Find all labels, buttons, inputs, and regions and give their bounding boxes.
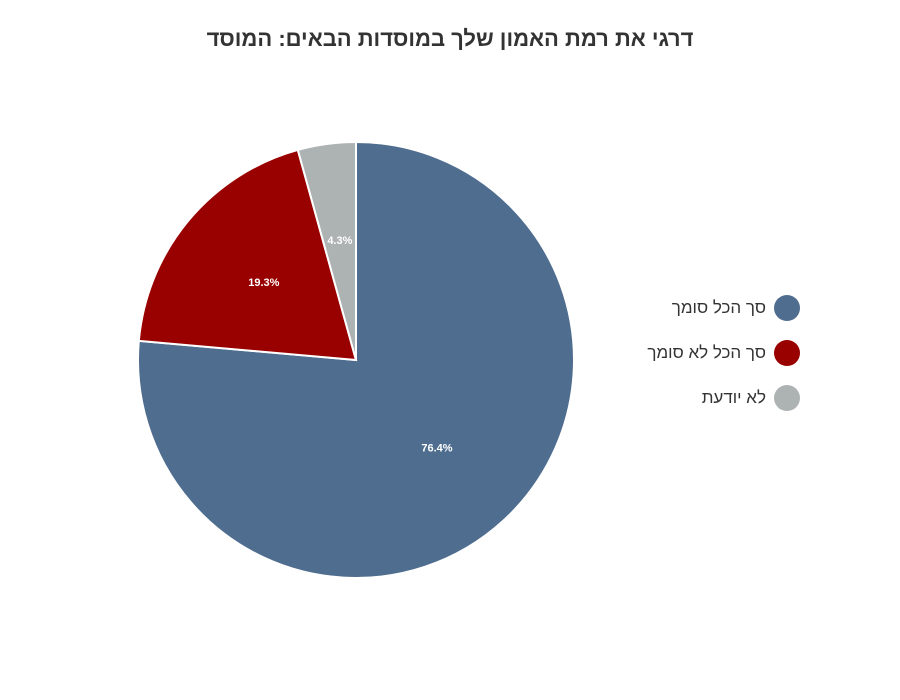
slice-label-dont-know: 4.3% bbox=[327, 235, 352, 247]
pie-slice-no-trust[interactable] bbox=[137, 148, 358, 362]
legend: סך הכל סומך סך הכל לא סומך לא יודעת bbox=[600, 295, 800, 430]
pie-slices bbox=[137, 140, 575, 579]
legend-item-dont-know[interactable]: לא יודעת bbox=[600, 385, 800, 411]
legend-label: סך הכל סומך bbox=[671, 298, 766, 317]
legend-swatch bbox=[774, 295, 800, 321]
slice-label-no-trust: 19.3% bbox=[248, 277, 279, 289]
chart-title: דרגי את רמת האמון שלך במוסדות הבאים: המו… bbox=[206, 26, 694, 51]
legend-label: סך הכל לא סומך bbox=[647, 343, 766, 362]
legend-item-trust[interactable]: סך הכל סומך bbox=[600, 295, 800, 321]
legend-swatch bbox=[774, 385, 800, 411]
legend-item-no-trust[interactable]: סך הכל לא סומך bbox=[600, 340, 800, 366]
pie-labels: 76.4% 19.3% 4.3% bbox=[248, 235, 453, 454]
slice-label-trust: 76.4% bbox=[421, 442, 452, 454]
legend-swatch bbox=[774, 340, 800, 366]
pie-slice-dont-know[interactable] bbox=[296, 140, 357, 361]
legend-label: לא יודעת bbox=[701, 388, 766, 407]
